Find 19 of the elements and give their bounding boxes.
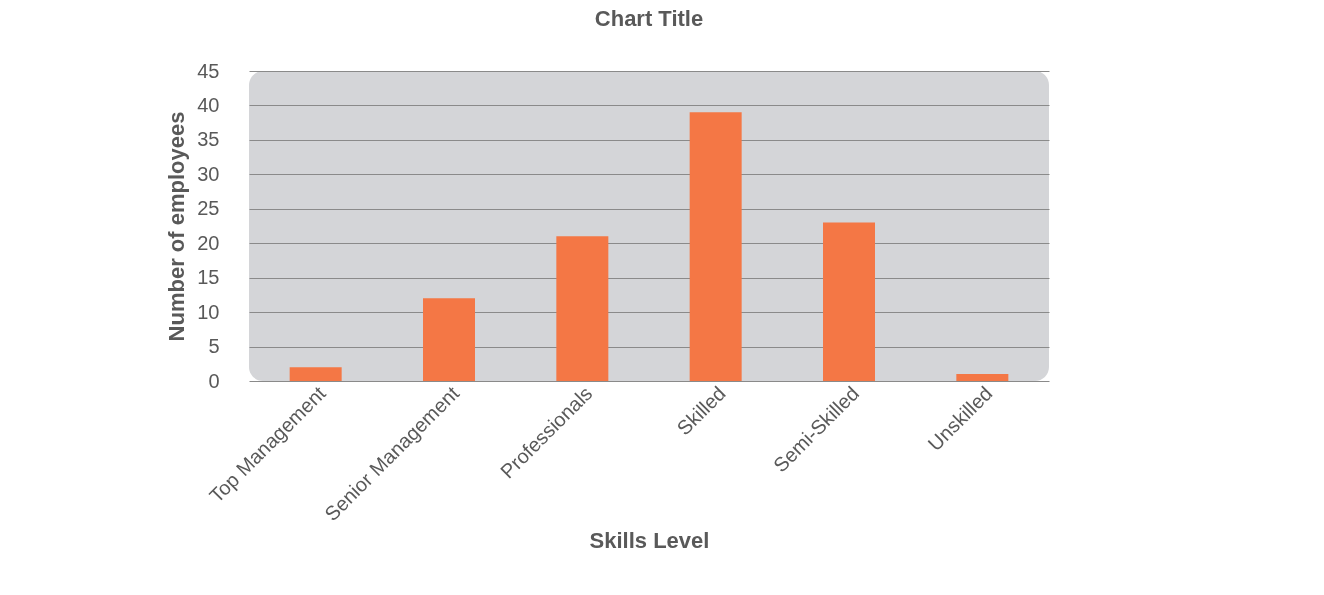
y-tick-label: 30 [197,162,220,185]
x-axis-title: Skills Level [589,528,710,553]
y-tick-label: 20 [197,231,220,254]
y-tick-label: 15 [197,266,220,289]
y-tick-label: 5 [208,335,220,358]
y-tick-label: 0 [208,369,220,392]
bar [289,367,342,381]
y-tick-label: 35 [197,128,220,151]
y-tick-label: 25 [197,197,220,220]
chart-title: Chart Title [594,6,704,31]
bar [956,374,1009,381]
bar [423,298,475,381]
bar [556,236,609,381]
y-tick-label: 45 [197,59,220,82]
bar [823,222,875,381]
y-tick-label: 40 [197,93,220,116]
y-tick-label: 10 [197,300,220,323]
y-axis-title: Number of employees [164,111,190,342]
bar [689,112,742,381]
